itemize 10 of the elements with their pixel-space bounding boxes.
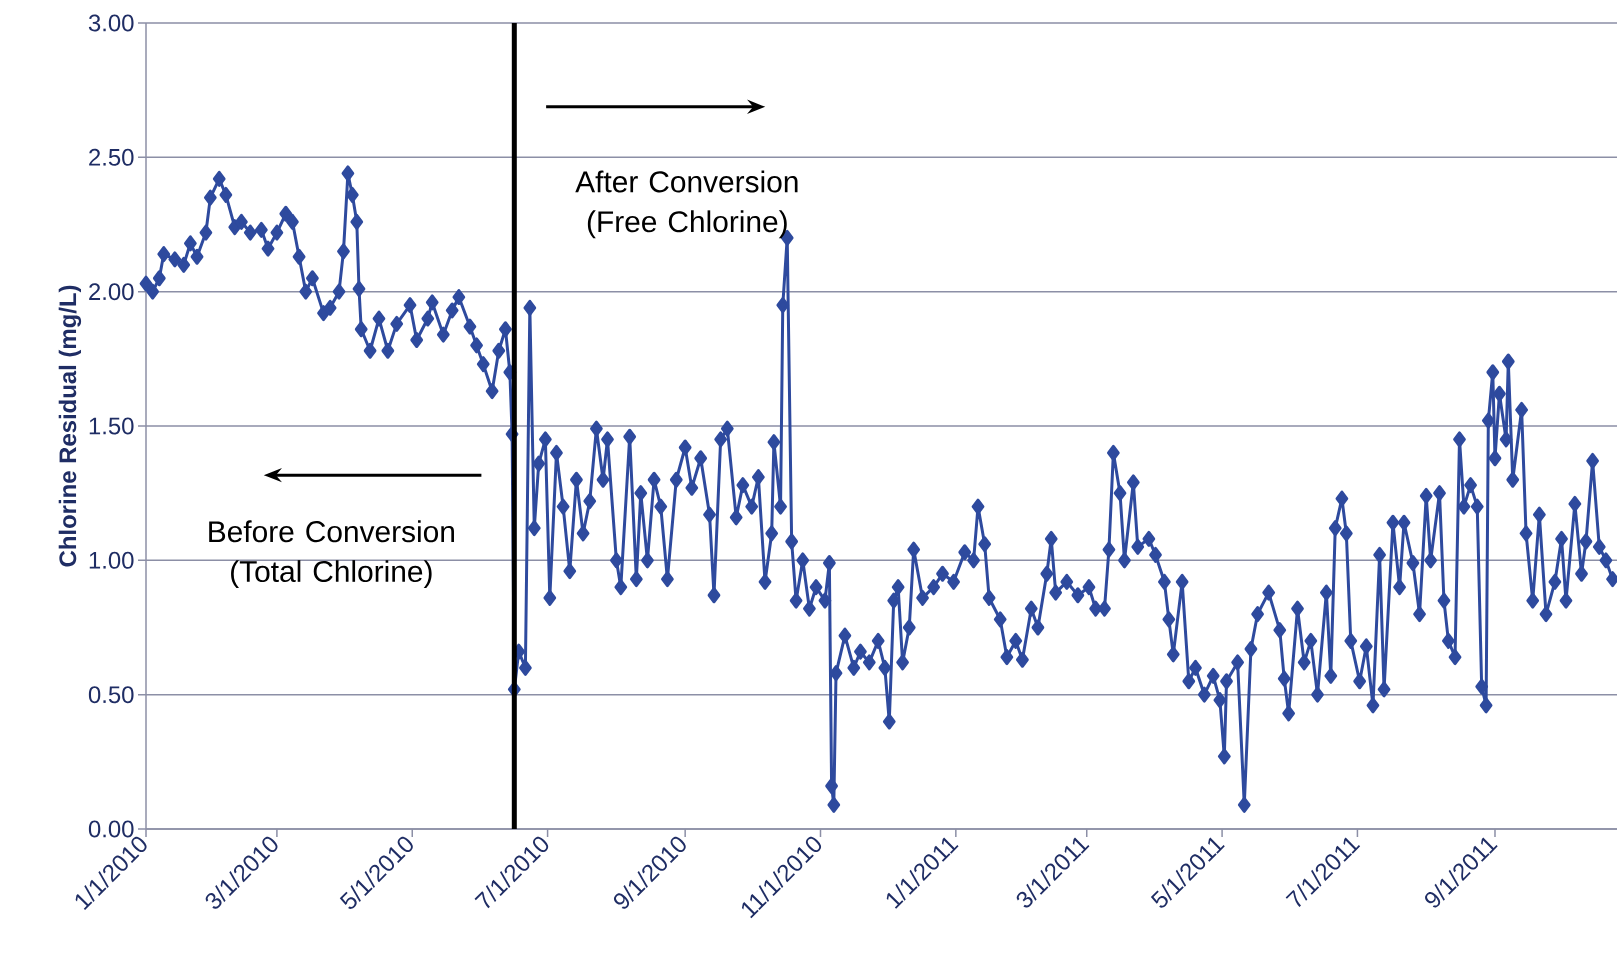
y-tick-label: 1.00 [89, 551, 134, 569]
annotation: Before Conversion (Total Chlorine) [209, 520, 454, 588]
y-tick-label: 1.50 [89, 417, 134, 435]
y-tick-label: 0.50 [88, 686, 134, 704]
annotation: After Conversion (Free Chlorine) [575, 170, 798, 239]
y-tick-label: 3.00 [88, 14, 134, 32]
y-tick-label: 2.50 [89, 148, 134, 166]
y-tick-label: 2.00 [89, 283, 134, 301]
y-axis-title: Chlorine Residual (mg/L) [58, 285, 82, 567]
y-tick-label: 0.00 [88, 820, 134, 838]
